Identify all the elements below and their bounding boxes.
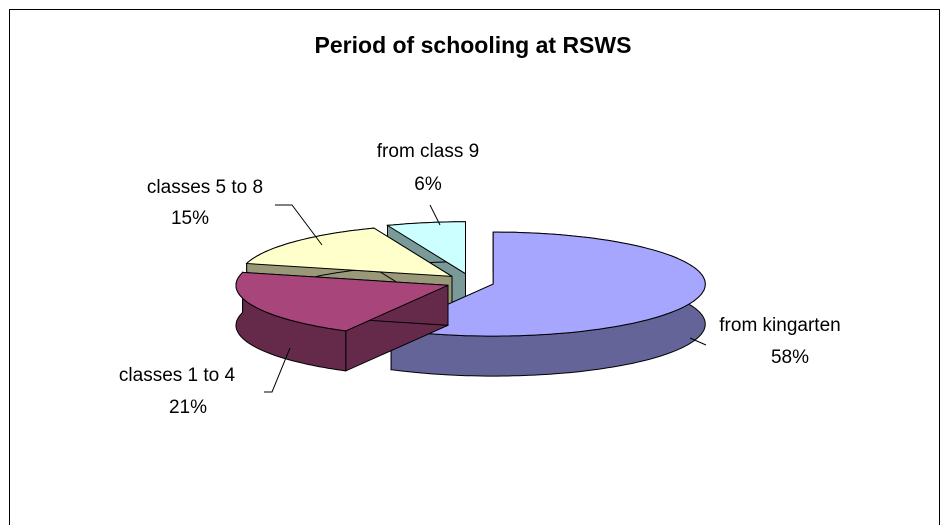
slice-top [245,227,453,277]
leader-line [275,204,323,246]
slice-top [385,221,466,275]
slice [235,271,449,372]
slice-label: classes 5 to 8 [147,177,263,198]
leader-line [689,337,707,346]
leader-line [429,204,441,226]
slice-value-label: 15% [171,208,209,229]
slice-value-label: 21% [169,397,207,418]
slice-top [389,231,706,337]
slice-top [235,271,449,332]
slice-label: from class 9 [377,141,479,162]
leader-line [264,347,291,393]
slice-value-label: 6% [414,174,442,195]
chart-border [9,9,940,525]
slice-label: from kingarten [719,315,840,336]
chart-title: Period of schooling at RSWS [315,32,632,58]
slice-value-label: 58% [771,347,809,368]
slice-label: classes 1 to 4 [119,365,236,386]
